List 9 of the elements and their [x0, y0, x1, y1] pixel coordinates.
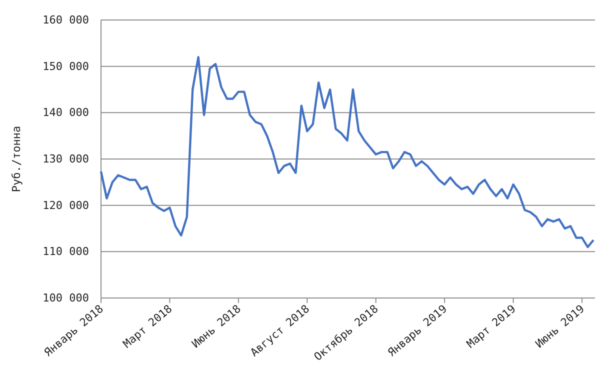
y-tick-label: 130 000 [42, 152, 89, 166]
y-tick-label: 120 000 [42, 198, 89, 212]
y-axis-title: Руб./тонна [10, 126, 23, 192]
y-tick-label: 160 000 [42, 14, 89, 27]
line-series [100, 56, 595, 248]
y-tick-label: 140 000 [42, 106, 89, 120]
y-tick-label: 110 000 [42, 245, 89, 258]
y-tick-label: 150 000 [42, 60, 89, 73]
y-tick-label: 100 000 [42, 292, 89, 305]
